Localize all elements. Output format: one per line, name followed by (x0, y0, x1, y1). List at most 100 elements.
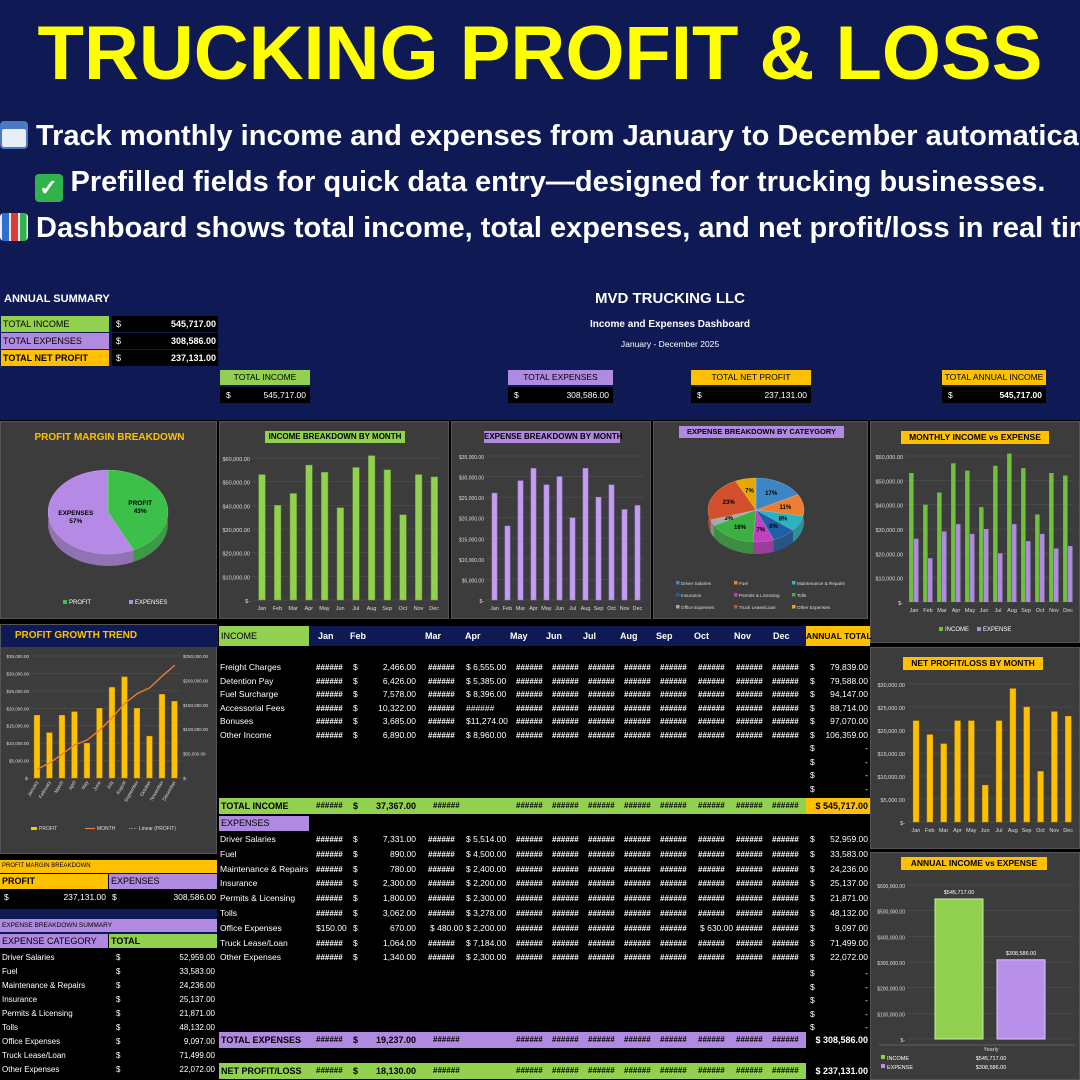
net-profit-bar (912, 720, 920, 823)
category-row-value: 9,097.00 (183, 1037, 215, 1046)
expense-bar (608, 484, 615, 601)
category-row-value: 71,499.00 (179, 1051, 215, 1060)
x-tick-label: Sep (594, 606, 604, 612)
cell-hash: ###### (624, 1066, 651, 1075)
expense-bar (569, 517, 576, 601)
annual-income-bar (934, 898, 984, 1040)
row-label: Maintenance & Repairs (220, 863, 309, 874)
x-tick-label: Sep (1022, 828, 1032, 834)
y-tick-label: $20,000.00 (875, 552, 903, 558)
cell-hash: ###### (552, 801, 579, 810)
cell-hash: ###### (552, 849, 579, 859)
income-bar (258, 474, 266, 601)
cell-total: 33,583.00 (830, 848, 868, 859)
income-bar (993, 465, 998, 602)
kpi-label: TOTAL ANNUAL INCOME (942, 370, 1046, 385)
legend-swatch-expense (977, 627, 981, 631)
y-tick-label: $10,000.00 (875, 577, 903, 583)
cell-hash: ###### (552, 730, 579, 740)
cell-hash: ###### (736, 879, 763, 889)
x-tick-label: May (965, 608, 976, 614)
row-label: Office Expenses (220, 922, 282, 933)
dashboard: ANNUAL SUMMARY TOTAL INCOME $545,717.00 TO… (0, 287, 1080, 1080)
income-month-chart-title: INCOME BREAKDOWN BY MONTH (265, 431, 405, 443)
category-table-title: EXPENSE BREAKDOWN SUMMARY (0, 919, 217, 932)
cell-hash: ###### (516, 835, 543, 844)
currency: $ (810, 1022, 815, 1032)
category-row-label: Tolls (2, 1023, 19, 1032)
month-header: Jun (546, 631, 563, 641)
y-tick-label: $400,000.00 (877, 935, 905, 941)
y-tick-label: $20,000.00 (877, 729, 905, 735)
cell-hash: ###### (624, 938, 651, 948)
summary-currency: $ (112, 350, 218, 366)
cell-hash: ###### (772, 690, 799, 699)
annual-expense-bar (996, 959, 1046, 1040)
income-bar (951, 463, 956, 602)
cell-hash: ###### (552, 938, 579, 948)
category-pie: 17% 11% 8%8% 7% 16%3% 23% 7% Driver Salaries Fue… (676, 477, 845, 610)
summary-label: TOTAL EXPENSES (1, 333, 109, 349)
cell-hash: ###### (428, 730, 455, 740)
y-tick-label: $50,000.00 (222, 481, 250, 487)
monthly-ie-chart-title: MONTHLY INCOME vs EXPENSE (901, 431, 1049, 444)
cell-hash: ###### (588, 801, 615, 810)
y-tick-label: $5,000.00 (462, 578, 484, 584)
cell-hash: ###### (698, 1066, 725, 1075)
currency: $ (810, 863, 815, 874)
legend-expense: EXPENSE (983, 627, 1011, 633)
cell-hash: ###### (316, 1066, 343, 1075)
cell-hash: ###### (736, 1066, 763, 1075)
cell-hash: ###### (588, 909, 615, 918)
cell-hash: ###### (698, 703, 725, 713)
calendar-icon (0, 121, 28, 149)
currency: $ (810, 952, 815, 963)
y-tick-label: $- (25, 776, 30, 781)
cell-total: 79,839.00 (830, 662, 868, 672)
net-profit-bar (926, 734, 934, 823)
row-label: Driver Salaries (220, 834, 276, 844)
cell-mar: $ 6,555.00 (466, 662, 507, 672)
cell-hash: ###### (588, 953, 615, 963)
cell-mar: $ 5,514.00 (466, 834, 507, 844)
hero-line-3-text: Dashboard shows total income, total expe… (36, 212, 1080, 244)
cell-hash: ###### (624, 717, 651, 726)
cell-total: 94,147.00 (830, 689, 868, 699)
legend-swatch (676, 593, 680, 597)
cell-hash: ###### (736, 717, 763, 726)
cell-hash: ###### (516, 953, 543, 963)
pie-pct: 17% (765, 491, 778, 497)
total-row-label: TOTAL EXPENSES (221, 1035, 302, 1045)
category-row-label: Office Expenses (2, 1037, 61, 1046)
x-tick-label: Mar (937, 608, 947, 614)
row-label: Other Expenses (220, 952, 281, 963)
cell-hash: ###### (428, 953, 455, 963)
y-tick-label: $10,000.00 (6, 741, 29, 746)
legend-linear: Linear (PROFIT) (139, 826, 176, 832)
cell-hash: ###### (516, 923, 543, 933)
y-tick-label: $10,000.00 (877, 775, 905, 781)
cell-hash: ###### (698, 849, 725, 859)
legend-label: Permits & Licensing (739, 593, 780, 598)
x-tick-label: Mar (939, 828, 949, 834)
cell-hash: ###### (736, 703, 763, 713)
kpi-label: TOTAL NET PROFIT (691, 370, 811, 385)
cell-hash: ###### (660, 703, 687, 713)
legend-swatch-expenses (129, 600, 133, 604)
cell-hash: ###### (660, 849, 687, 859)
cell-hash: ###### (428, 864, 455, 874)
cell-hash: ###### (772, 703, 799, 713)
annual-expense-label: $308,586.00 (1006, 951, 1037, 957)
currency: $ (112, 892, 117, 902)
profit-bar (46, 732, 53, 779)
y-tick-label: $15,000.00 (6, 724, 29, 729)
category-row-value: 48,132.00 (179, 1023, 215, 1032)
profit-growth-chart-title: PROFIT GROWTH TREND (14, 630, 138, 641)
cell-hash: ###### (698, 717, 725, 726)
total-cell-bg (806, 1063, 870, 1079)
cell-hash: ###### (736, 676, 763, 686)
pie-pct: 16% (734, 525, 747, 531)
cell-hash: ###### (698, 909, 725, 918)
cell-mar: $ 7,184.00 (466, 937, 507, 948)
cell-hash: ###### (588, 717, 615, 726)
